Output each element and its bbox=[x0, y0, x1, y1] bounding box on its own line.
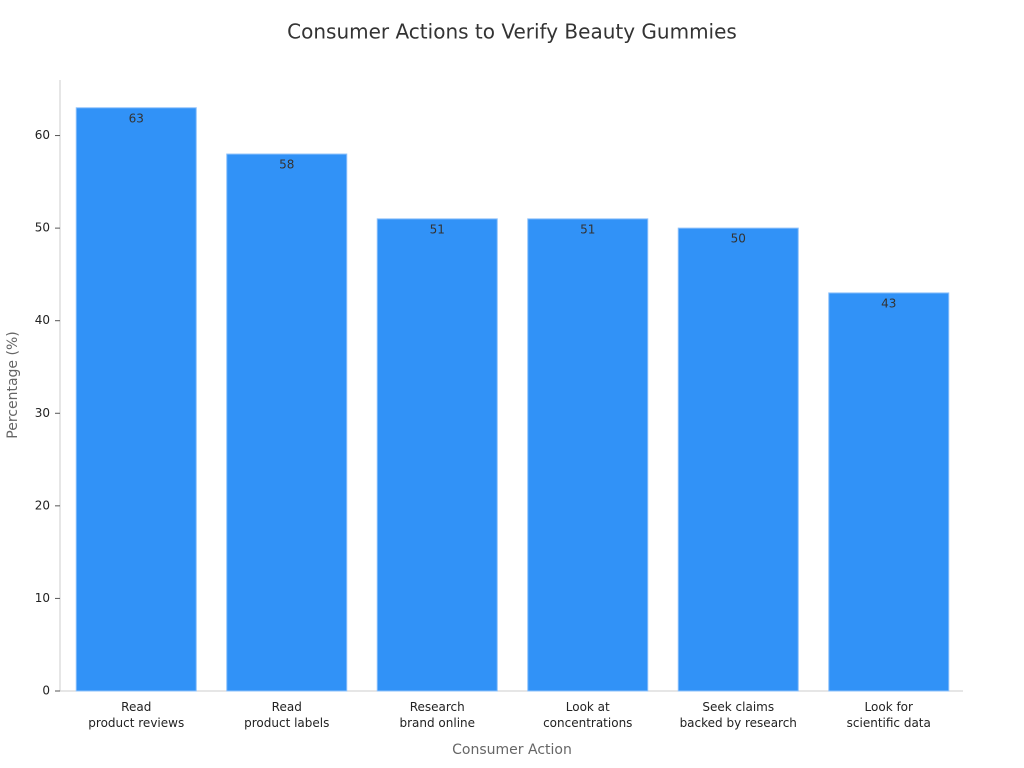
x-tick-label: Read product labels bbox=[244, 700, 330, 730]
y-tick-label: 0 bbox=[42, 684, 50, 698]
x-axis-label: Consumer Action bbox=[452, 742, 572, 758]
y-tick-label: 50 bbox=[35, 221, 50, 235]
data-label: 50 bbox=[731, 232, 746, 246]
data-label: 63 bbox=[129, 111, 144, 125]
y-tick-label: 60 bbox=[35, 128, 50, 142]
x-tick-label: Seek claims backed by research bbox=[679, 700, 797, 730]
bar bbox=[376, 218, 498, 692]
y-tick-label: 10 bbox=[35, 591, 50, 605]
y-axis-label: Percentage (%) bbox=[5, 331, 21, 438]
x-tick-label: Research brand online bbox=[399, 700, 476, 730]
y-tick-label: 20 bbox=[35, 498, 50, 512]
chart-title: Consumer Actions to Verify Beauty Gummie… bbox=[287, 20, 737, 44]
data-label: 58 bbox=[279, 158, 294, 172]
x-tick-label: Read product reviews bbox=[88, 700, 185, 730]
data-label: 51 bbox=[430, 222, 445, 236]
y-tick-label: 40 bbox=[35, 313, 50, 327]
bar bbox=[677, 227, 799, 692]
bar bbox=[527, 218, 649, 692]
y-tick-label: 30 bbox=[35, 406, 50, 420]
bar bbox=[828, 292, 950, 692]
x-tick-label: Look at concentrations bbox=[543, 700, 633, 730]
data-label: 51 bbox=[580, 222, 595, 236]
data-label: 43 bbox=[881, 296, 896, 310]
bar bbox=[226, 153, 348, 692]
x-tick-label: Look for scientific data bbox=[846, 700, 931, 730]
bar bbox=[75, 107, 197, 692]
